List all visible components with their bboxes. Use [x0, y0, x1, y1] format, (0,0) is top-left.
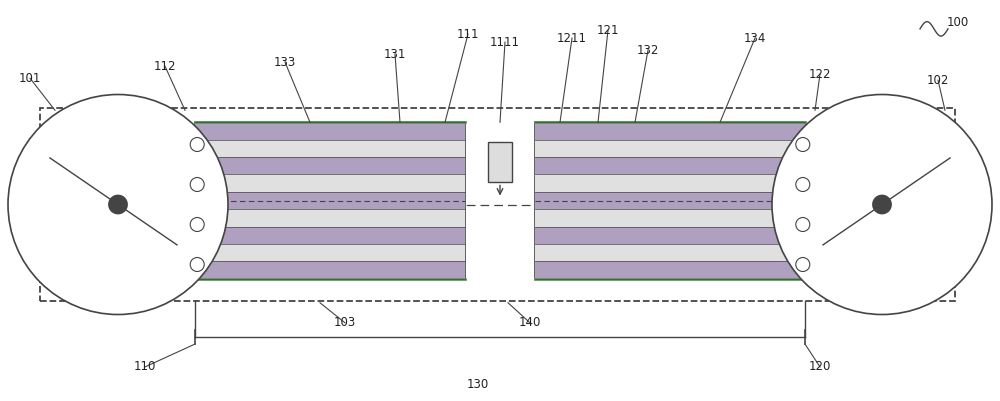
Ellipse shape: [8, 95, 228, 314]
Text: 111: 111: [457, 28, 479, 41]
Ellipse shape: [772, 95, 992, 314]
Bar: [195, 209, 465, 227]
Text: 112: 112: [154, 60, 176, 73]
Text: 102: 102: [927, 74, 949, 87]
Text: 121: 121: [597, 24, 619, 36]
Text: 130: 130: [467, 379, 489, 391]
Ellipse shape: [796, 217, 810, 231]
Ellipse shape: [190, 138, 204, 152]
Ellipse shape: [796, 178, 810, 192]
Text: 131: 131: [384, 48, 406, 61]
Bar: [535, 227, 805, 244]
Text: 134: 134: [744, 32, 766, 45]
Ellipse shape: [190, 178, 204, 192]
Bar: [40, 108, 955, 301]
Ellipse shape: [190, 217, 204, 231]
Bar: [195, 122, 465, 279]
Bar: [195, 244, 465, 261]
Bar: [535, 140, 805, 157]
Text: 133: 133: [274, 56, 296, 69]
Bar: [535, 122, 805, 140]
Ellipse shape: [190, 257, 204, 271]
Text: 101: 101: [19, 72, 41, 85]
Text: 110: 110: [134, 360, 156, 373]
Bar: [535, 244, 805, 261]
Bar: [195, 174, 465, 192]
Text: 100: 100: [947, 16, 969, 28]
Bar: [535, 192, 805, 209]
Bar: [535, 209, 805, 227]
Text: 1211: 1211: [557, 32, 587, 45]
Text: 122: 122: [809, 68, 831, 81]
Bar: [488, 142, 512, 182]
Ellipse shape: [108, 194, 128, 215]
Ellipse shape: [796, 257, 810, 271]
Bar: [535, 261, 805, 279]
Text: 103: 103: [334, 316, 356, 329]
Text: 140: 140: [519, 316, 541, 329]
Bar: [195, 122, 465, 140]
Ellipse shape: [872, 194, 892, 215]
Text: 120: 120: [809, 360, 831, 373]
Bar: [195, 140, 465, 157]
Bar: [535, 174, 805, 192]
Bar: [535, 122, 805, 279]
Bar: [195, 261, 465, 279]
Text: 132: 132: [637, 44, 659, 57]
Text: 1111: 1111: [490, 36, 520, 49]
Bar: [195, 192, 465, 209]
Bar: [535, 157, 805, 174]
Bar: [195, 227, 465, 244]
Ellipse shape: [796, 138, 810, 152]
Bar: [195, 157, 465, 174]
